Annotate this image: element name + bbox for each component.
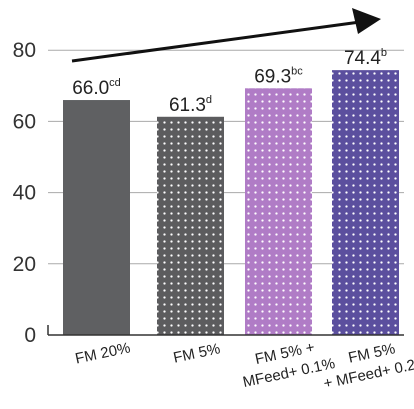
data-label-4: 74.4b [344,47,387,69]
y-tick-label-0: 0 [24,324,36,347]
data-labels: 66.0cd 61.3d 69.3bc 74.4b [72,47,387,116]
x-tick-label-2-line-1: FM 5% [172,340,222,367]
y-tick-label-20: 20 [13,253,36,276]
bar-2-dot-pattern [157,116,224,335]
y-tick-label-40: 40 [13,182,36,205]
data-label-3: 69.3bc [254,65,303,87]
data-label-2: 61.3d [169,94,212,116]
trend-arrow [71,8,381,63]
bars [63,70,399,336]
trend-arrow-head [352,8,381,34]
bar-4-dot-pattern [332,70,399,336]
x-tick-label-1-line-1: FM 20% [74,339,132,367]
y-tick-label-80: 80 [13,39,36,62]
x-axis-labels: FM 20% FM 5% FM 5% +MFeed+ 0.1%FM 5%+ MFee… [74,339,414,393]
trend-arrow-shaft [71,20,361,63]
bar-1 [63,100,130,335]
y-tick-label-60: 60 [13,110,36,133]
x-tick-label-3: FM 5% +MFeed+ 0.1% [241,339,336,391]
data-label-1: 66.0cd [72,77,121,99]
bar-3-dot-pattern [245,88,312,336]
x-tick-label-1: FM 20% [74,339,132,367]
y-axis-ticks: 0 20 40 60 80 [13,39,36,347]
x-tick-label-2: FM 5% [172,340,222,367]
